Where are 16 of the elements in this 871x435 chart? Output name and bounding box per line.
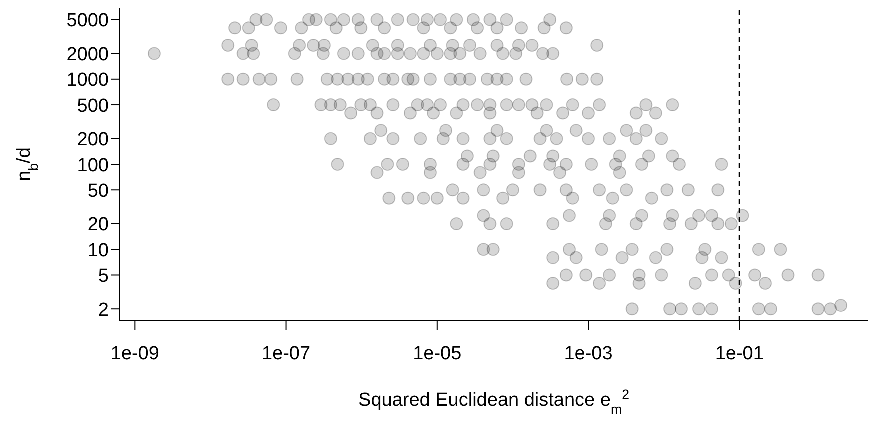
x-tick-label: 1e-07 <box>262 343 311 364</box>
y-tick-label: 5000 <box>66 10 109 32</box>
x-tick-label: 1e-01 <box>715 343 764 364</box>
y-tick-label: 20 <box>88 214 109 236</box>
y-tick-label: 2000 <box>66 44 109 66</box>
y-tick-label: 500 <box>77 96 109 117</box>
y-tick-label: 50 <box>88 180 109 202</box>
y-tick-label: 2 <box>98 300 109 321</box>
y-tick-label: 1000 <box>66 70 109 92</box>
y-tick-label: 10 <box>88 240 109 262</box>
y-tick-label: 100 <box>77 155 109 176</box>
x-tick-label: 1e-05 <box>413 343 462 364</box>
x-tick-label: 1e-09 <box>110 343 160 364</box>
x-tick-label: 1e-03 <box>564 343 613 364</box>
y-tick-label: 5 <box>98 266 109 287</box>
y-tick-label: 200 <box>77 130 109 151</box>
